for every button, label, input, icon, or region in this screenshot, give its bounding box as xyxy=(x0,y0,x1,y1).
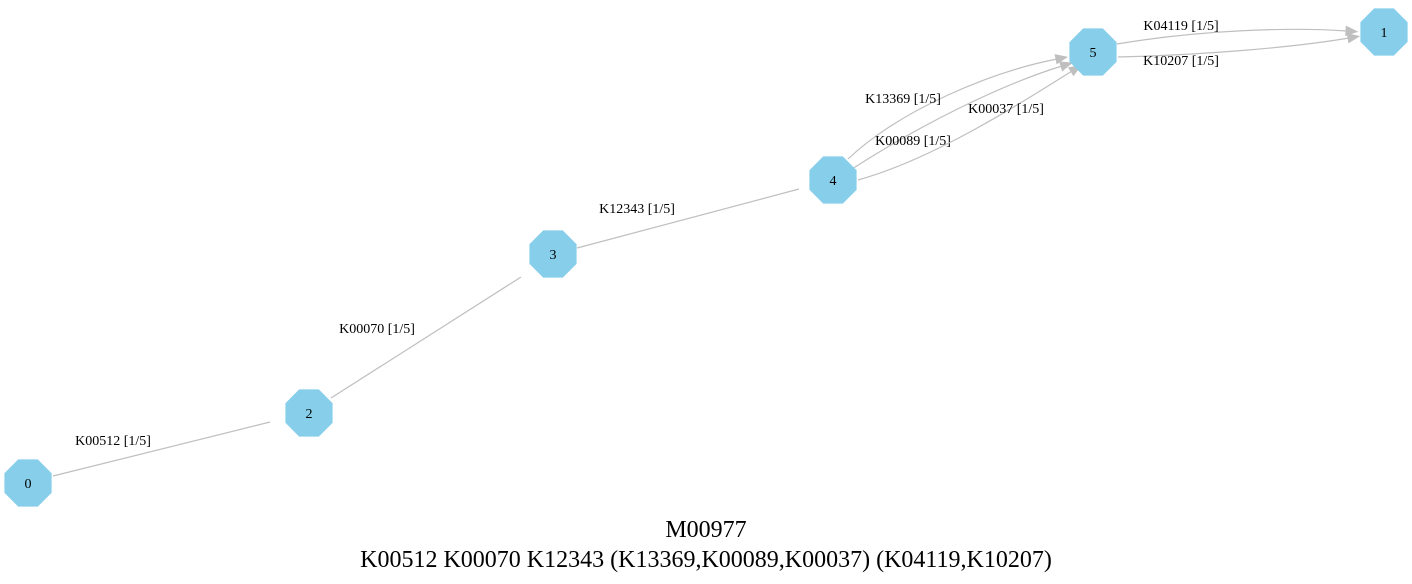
edge-line xyxy=(1116,28,1348,45)
edge-label: K00070 [1/5] xyxy=(339,322,415,337)
node-5: 5 xyxy=(1069,28,1117,76)
module-definition-subtitle: K00512 K00070 K12343 (K13369,K00089,K000… xyxy=(360,547,1052,573)
edge-line xyxy=(1117,37,1350,58)
node-label: 2 xyxy=(306,407,313,422)
edge-2-3: K00070 [1/5] xyxy=(330,276,522,399)
node-label: 5 xyxy=(1090,46,1097,61)
edge-3-4: K12343 [1/5] xyxy=(576,188,800,249)
edge-line xyxy=(52,421,271,477)
edge-label: K13369 [1/5] xyxy=(865,92,941,107)
node-2: 2 xyxy=(285,389,333,437)
module-id-title: M00977 xyxy=(665,517,746,543)
edge-5-1: K04119 [1/5] xyxy=(1116,19,1359,45)
octagon-node-shape xyxy=(809,156,857,204)
arrowhead-icon xyxy=(1345,25,1359,37)
node-1: 1 xyxy=(1360,8,1408,56)
edge-label: K04119 [1/5] xyxy=(1143,19,1218,34)
edge-line xyxy=(847,58,1058,160)
node-label: 0 xyxy=(25,477,32,492)
octagon-node-shape xyxy=(1360,8,1408,56)
edge-4-5: K13369 [1/5] xyxy=(847,54,1069,160)
edge-4-5: K00037 [1/5] xyxy=(857,64,1082,181)
node-label: 4 xyxy=(830,174,837,189)
octagon-node-shape xyxy=(4,459,52,507)
edge-label: K00037 [1/5] xyxy=(968,102,1044,117)
edge-label: K00512 [1/5] xyxy=(75,434,151,449)
edge-label: K10207 [1/5] xyxy=(1143,54,1219,69)
edge-label: K00089 [1/5] xyxy=(875,134,951,149)
arrowhead-icon xyxy=(1346,33,1361,44)
edge-line xyxy=(851,65,1063,170)
edge-5-1: K10207 [1/5] xyxy=(1117,33,1361,69)
arrowhead-icon xyxy=(1054,54,1069,65)
edge-0-2: K00512 [1/5] xyxy=(52,421,271,477)
node-label: 3 xyxy=(550,248,557,263)
nodes-layer: 0 1 2 3 4 5 xyxy=(4,8,1408,507)
edge-line xyxy=(330,276,522,399)
node-label: 1 xyxy=(1381,26,1388,41)
octagon-node-shape xyxy=(1069,28,1117,76)
octagon-node-shape xyxy=(285,389,333,437)
edge-4-5: K00089 [1/5] xyxy=(851,61,1073,170)
edge-label: K12343 [1/5] xyxy=(599,202,675,217)
edges-layer: K00512 [1/5] K00070 [1/5] K12343 [1/5] K133… xyxy=(52,19,1361,477)
node-0: 0 xyxy=(4,459,52,507)
node-3: 3 xyxy=(529,230,577,278)
octagon-node-shape xyxy=(529,230,577,278)
edge-line xyxy=(576,188,800,249)
arrowhead-icon xyxy=(1058,61,1073,72)
edge-line xyxy=(857,70,1073,181)
node-4: 4 xyxy=(809,156,857,204)
